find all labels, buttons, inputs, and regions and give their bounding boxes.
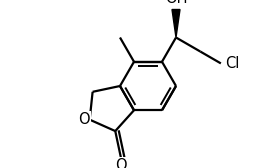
Text: Cl: Cl	[225, 56, 239, 71]
Polygon shape	[172, 10, 180, 37]
Text: O: O	[115, 158, 127, 168]
Text: OH: OH	[165, 0, 187, 6]
Text: O: O	[78, 112, 90, 127]
